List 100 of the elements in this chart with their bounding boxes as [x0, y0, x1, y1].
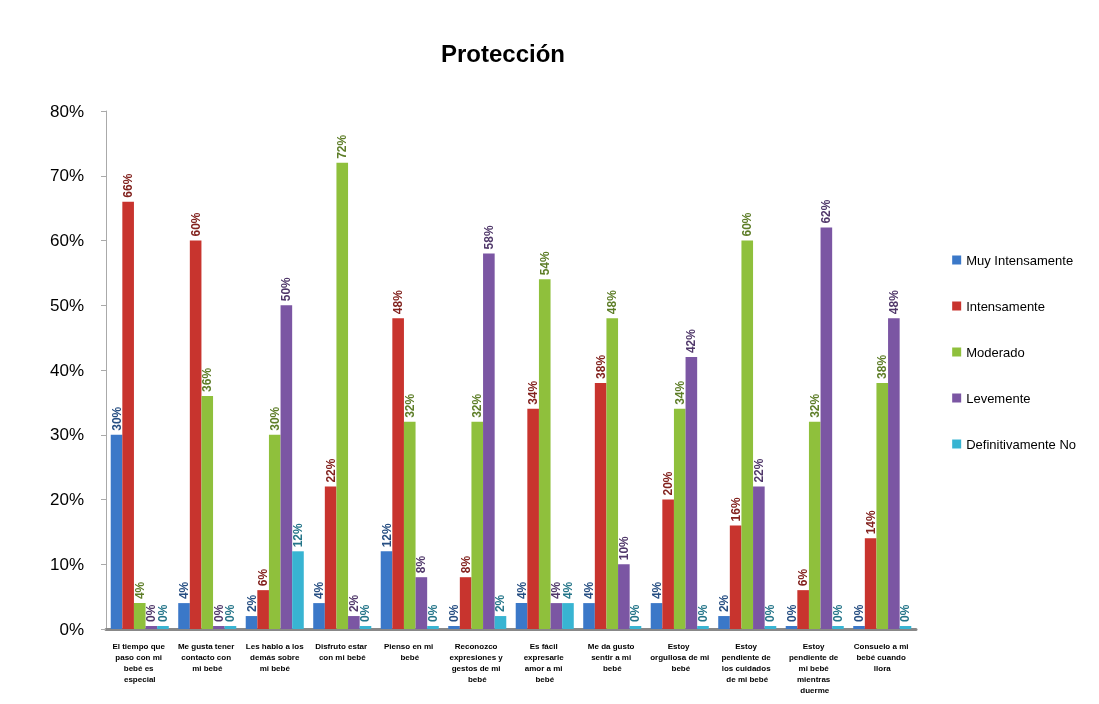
bar [650, 603, 663, 629]
data-label: 38% [875, 354, 890, 379]
bar [618, 564, 630, 629]
bar [178, 603, 190, 629]
bar [483, 253, 495, 629]
data-label: 48% [391, 289, 406, 315]
data-label: 4% [132, 581, 147, 600]
data-label: 0% [628, 604, 643, 622]
bar [753, 486, 765, 629]
data-label: 62% [819, 199, 834, 224]
data-label: 38% [593, 354, 608, 379]
bar [313, 603, 325, 629]
data-label: 0% [830, 604, 845, 622]
bar [110, 434, 123, 629]
bar [673, 408, 686, 629]
bar [820, 227, 833, 629]
data-label: 0% [447, 604, 462, 622]
data-label: 8% [458, 555, 473, 574]
data-label: 30% [109, 406, 124, 431]
data-label: 36% [200, 367, 215, 392]
legend-label: Levemente [966, 390, 1031, 406]
data-label: 2% [244, 594, 259, 613]
x-tick-label: Estoy orgullosa de mi bebé [650, 642, 710, 673]
data-label: 0% [211, 604, 226, 622]
data-label: 2% [717, 594, 732, 613]
bar [741, 240, 754, 629]
bar [594, 382, 607, 629]
x-tick-label: Me gusta tener contacto con mi bebé [177, 642, 237, 673]
bar [888, 318, 900, 629]
bar [348, 616, 360, 629]
bar [729, 525, 742, 629]
bar [662, 499, 674, 629]
data-label: 20% [661, 471, 676, 496]
data-label: 66% [121, 173, 136, 198]
data-label: 2% [346, 594, 361, 613]
data-label: 50% [279, 276, 294, 302]
bar [189, 240, 202, 629]
x-tick-label: Reconozco expresiones y gestos de mi bebé [449, 642, 506, 684]
x-tick-label: El tiempo que paso con mi bebé es especial [112, 642, 168, 684]
data-label: 58% [481, 225, 496, 250]
data-label: 0% [784, 604, 799, 622]
bar [380, 551, 393, 629]
bar [133, 603, 146, 629]
bar [245, 616, 258, 629]
bar [459, 577, 472, 629]
x-tick-label: Estoy pendiente de los cuidados de mi bebé [721, 642, 774, 684]
x-tick-label: Estoy pendiente de mi bebé mientras duerme [788, 642, 841, 695]
data-label: 22% [323, 458, 338, 483]
data-label: 4% [177, 581, 192, 600]
bar [876, 382, 889, 629]
bar [257, 590, 269, 629]
data-label: 54% [537, 251, 552, 276]
data-label: 0% [852, 604, 867, 622]
x-tick-label: Pienso en mi bebé [383, 642, 436, 662]
bar [515, 603, 528, 629]
bar [324, 486, 337, 629]
bar [268, 434, 281, 629]
data-label: 8% [414, 555, 429, 574]
y-tick-label: 40% [49, 360, 84, 380]
bar [550, 603, 563, 629]
y-tick-label: 20% [49, 490, 84, 509]
data-label: 32% [470, 393, 485, 418]
bar [864, 538, 877, 629]
bar [718, 616, 730, 629]
y-tick-label: 0% [59, 619, 84, 639]
data-label: 0% [358, 604, 373, 622]
x-tick-label: Consuelo a mi bebé cuando llora [853, 642, 911, 673]
y-tick-label: 30% [49, 425, 84, 445]
y-tick-label: 70% [49, 166, 84, 186]
y-tick-label: 50% [49, 295, 84, 315]
bar [122, 201, 134, 629]
bar [471, 421, 484, 629]
bar [527, 408, 539, 629]
bar [797, 590, 809, 629]
data-label: 2% [493, 594, 508, 613]
y-tick-label: 80% [49, 101, 84, 121]
data-label: 42% [684, 328, 699, 354]
data-label: 16% [728, 497, 743, 522]
data-label: 10% [616, 535, 631, 561]
data-label: 34% [526, 380, 541, 405]
bar [583, 603, 595, 629]
bar [280, 305, 293, 629]
x-tick-label: Disfruto estar con mi bebé [315, 642, 370, 662]
data-label: 60% [188, 212, 203, 237]
data-label: 4% [514, 581, 529, 600]
data-label: 32% [807, 393, 822, 418]
data-label: 0% [695, 604, 710, 622]
legend-label: Intensamente [966, 298, 1045, 314]
x-tick-label: Es fácil expresarle amor a mi bebé [523, 642, 566, 684]
bar [685, 357, 698, 629]
data-label: 30% [267, 406, 282, 431]
data-label: 4% [582, 581, 597, 600]
bar [606, 318, 619, 629]
data-label: 0% [763, 604, 778, 622]
bar [808, 421, 821, 629]
data-label: 0% [223, 604, 238, 622]
data-label: 48% [886, 289, 901, 315]
y-tick-label: 60% [49, 231, 84, 250]
bar [403, 421, 416, 629]
x-tick-label: Me da gusto sentir a mi bebé [587, 642, 637, 673]
